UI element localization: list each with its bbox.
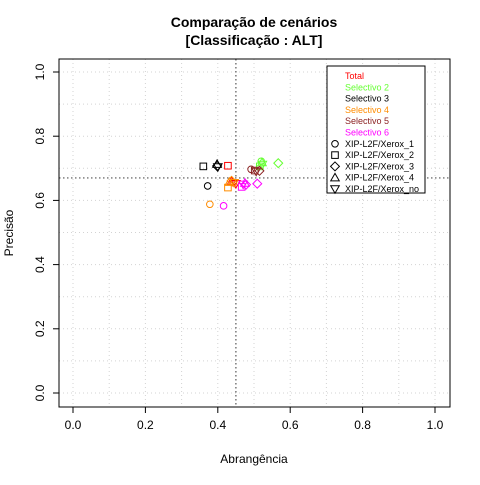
legend-entry-label: XIP-L2F/Xerox_1 (345, 139, 414, 149)
y-tick-label: 0.2 (33, 320, 47, 337)
data-point (252, 178, 263, 189)
legend-entry-label: Selectivo 5 (345, 116, 389, 126)
data-point (251, 167, 262, 177)
legend-entry-label: Selectivo 4 (345, 105, 389, 115)
legend-entry-label: XIP-L2F/Xerox_2 (345, 150, 414, 160)
data-point (224, 183, 232, 192)
legend-entry-label: Total (345, 71, 364, 81)
legend-marker (329, 161, 341, 172)
chart-title: Comparação de cenários (171, 14, 338, 30)
data-point (212, 163, 223, 173)
data-point (273, 158, 284, 169)
data-point (206, 200, 214, 209)
x-axis: 0.0 0.2 0.4 0.6 0.8 1.0 (65, 406, 444, 432)
data-point (228, 179, 240, 189)
legend-entry-label: XIP-L2F/Xerox_3 (345, 161, 414, 171)
x-axis-label: Abrangência (220, 452, 288, 466)
y-axis-label: Precisão (2, 209, 16, 256)
x-tick-label: 0.2 (137, 418, 154, 432)
legend-box (326, 65, 426, 194)
data-point (237, 180, 249, 190)
data-point (224, 161, 232, 170)
y-tick-label: 1.0 (33, 63, 47, 80)
data-point (240, 179, 252, 190)
x-tick-label: 0.6 (282, 418, 299, 432)
legend-marker (331, 151, 339, 159)
data-point (257, 160, 268, 170)
data-points (199, 157, 284, 210)
legend-entry-label: Selectivo 2 (345, 82, 389, 92)
legend-entry-label: XIP-L2F/Xerox_no (345, 184, 419, 194)
y-axis: 0.0 0.2 0.4 0.6 0.8 1.0 (33, 63, 60, 401)
legend-entry-label: Selectivo 3 (345, 94, 389, 104)
legend-marker (329, 185, 341, 195)
data-point (254, 165, 265, 177)
legend-entry-label: Selectivo 6 (345, 128, 389, 138)
legend-marker (329, 172, 341, 182)
y-tick-label: 0.4 (33, 256, 47, 273)
data-point (256, 157, 268, 167)
x-tick-label: 1.0 (427, 418, 444, 432)
reference-lines (59, 59, 450, 407)
x-tick-label: 0.8 (354, 418, 371, 432)
legend-entry-label: XIP-L2F/Xerox_4 (345, 173, 414, 183)
x-tick-label: 0.4 (209, 418, 226, 432)
data-point (203, 182, 212, 190)
legend-marker (331, 140, 339, 148)
data-point (219, 202, 228, 210)
x-tick-label: 0.0 (65, 418, 82, 432)
data-point (199, 162, 208, 171)
y-tick-label: 0.0 (33, 384, 47, 401)
y-tick-label: 0.8 (33, 128, 47, 145)
chart-subtitle: [Classificação : ALT] (186, 32, 323, 48)
y-tick-label: 0.6 (33, 192, 47, 209)
